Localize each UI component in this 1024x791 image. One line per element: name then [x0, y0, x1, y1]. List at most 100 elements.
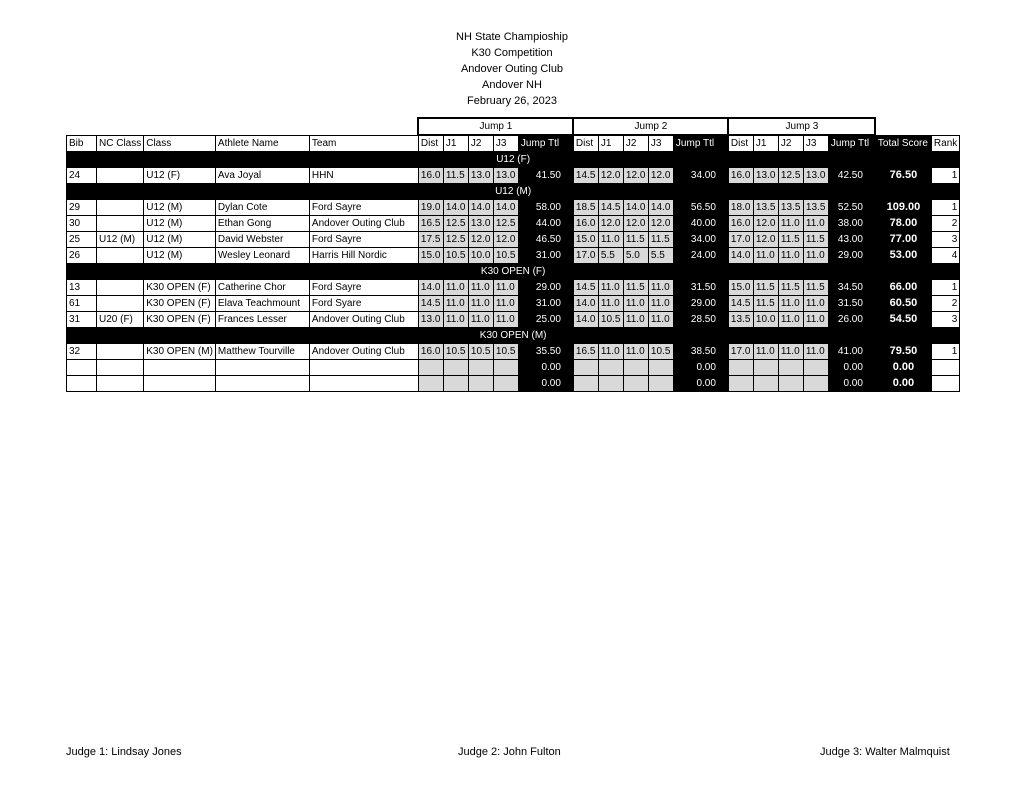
j1-score: 11.0	[597, 279, 624, 296]
jump-total: 29.00	[827, 247, 876, 264]
j1-score: 11.0	[442, 295, 469, 312]
j2-score: 11.5	[622, 231, 649, 248]
total-score: 76.50	[874, 167, 932, 184]
section-label: U12 (F)	[65, 151, 961, 168]
class: K30 OPEN (F)	[143, 295, 216, 312]
bib: 30	[66, 215, 97, 232]
team: Andover Outing Club	[308, 343, 419, 360]
j1-score: 11.0	[597, 295, 624, 312]
dist: 14.5	[727, 295, 754, 312]
j2-score: 11.0	[622, 295, 649, 312]
j2-score: 10.0	[467, 247, 494, 264]
j1-score: 11.0	[752, 247, 779, 264]
jump-total: 0.00	[672, 359, 729, 376]
total-score: 0.00	[874, 375, 932, 392]
judge-3: Judge 3: Walter Malmquist	[820, 746, 950, 758]
j1-score: 12.5	[442, 215, 469, 232]
jump-total: 41.50	[517, 167, 574, 184]
j3-score: 11.5	[647, 231, 674, 248]
jump-total: 29.00	[517, 279, 574, 296]
total-score: 109.00	[874, 199, 932, 216]
j3-score: 11.0	[492, 311, 519, 328]
jump-3-header: Jump 3	[727, 117, 877, 136]
dist: 18.5	[572, 199, 599, 216]
j2-score: 11.0	[467, 295, 494, 312]
column-header-row: Bib NC Class Class Athlete Name Team Dist J1 J2…	[66, 134, 961, 152]
class: U12 (M)	[143, 199, 216, 216]
athlete-name	[214, 375, 310, 392]
judge-1: Judge 1: Lindsay Jones	[66, 746, 182, 758]
jump-total: 0.00	[517, 359, 574, 376]
j1-score: 12.0	[597, 167, 624, 184]
nc-class	[95, 167, 145, 184]
dist: 17.5	[417, 231, 444, 248]
jump-total: 0.00	[827, 359, 876, 376]
class: K30 OPEN (M)	[143, 343, 216, 360]
j2-score: 13.0	[467, 167, 494, 184]
athlete-row: 30 U12 (M) Ethan Gong Andover Outing Club 16…	[66, 215, 961, 232]
j1-score: 11.0	[442, 311, 469, 328]
results-table: Jump 1 Jump 2 Jump 3 Bib NC Class Class Athlet…	[65, 117, 961, 392]
header-nc_class: NC Class	[95, 134, 145, 152]
dist: 17.0	[572, 247, 599, 264]
rank: 2	[930, 295, 961, 312]
j3-score: 13.0	[802, 167, 829, 184]
athlete-row: 13 K30 OPEN (F) Catherine Chor Ford Sayre 14…	[66, 279, 961, 296]
rank: 3	[930, 231, 961, 248]
nc-class	[95, 343, 145, 360]
j1-score: 12.0	[752, 231, 779, 248]
rank: 1	[930, 279, 961, 296]
jump-total: 0.00	[517, 375, 574, 392]
j3-score: 5.5	[647, 247, 674, 264]
header-jump-ttl: Jump Ttl	[672, 134, 729, 152]
jump-total: 0.00	[672, 375, 729, 392]
j2-score: 10.5	[467, 343, 494, 360]
athlete-name: Elava Teachmount	[214, 295, 310, 312]
jump-total: 31.00	[517, 295, 574, 312]
section-header-row: K30 OPEN (F)	[65, 263, 961, 280]
team: Andover Outing Club	[308, 215, 419, 232]
athlete-name: Dylan Cote	[214, 199, 310, 216]
jump-total: 41.00	[827, 343, 876, 360]
j1-score	[597, 375, 624, 392]
j1-score: 11.5	[752, 295, 779, 312]
dist: 16.0	[417, 343, 444, 360]
athlete-row: 31 U20 (F) K30 OPEN (F) Frances Lesser Andov…	[66, 311, 961, 328]
header-j2: J2	[777, 134, 804, 152]
jump-total: 56.50	[672, 199, 729, 216]
rank: 1	[930, 167, 961, 184]
j2-score: 5.0	[622, 247, 649, 264]
nc-class: U20 (F)	[95, 311, 145, 328]
athlete-row: 24 U12 (F) Ava Joyal HHN 16.0 11.5 13.0 13.0 41.…	[66, 167, 961, 184]
header-j1: J1	[597, 134, 624, 152]
dist: 16.0	[417, 167, 444, 184]
dist	[572, 359, 599, 376]
dist	[572, 375, 599, 392]
rank: 4	[930, 247, 961, 264]
bib	[66, 359, 97, 376]
header-j2: J2	[467, 134, 494, 152]
total-score: 66.00	[874, 279, 932, 296]
nc-class	[95, 199, 145, 216]
jump-total: 43.00	[827, 231, 876, 248]
dist: 14.0	[727, 247, 754, 264]
j3-score: 14.0	[492, 199, 519, 216]
dist: 14.0	[572, 295, 599, 312]
j2-score	[622, 375, 649, 392]
j1-score: 11.5	[442, 167, 469, 184]
jump-total: 0.00	[827, 375, 876, 392]
j3-score: 10.5	[492, 343, 519, 360]
bib: 24	[66, 167, 97, 184]
j1-score	[752, 375, 779, 392]
j1-score	[442, 359, 469, 376]
team: Ford Syare	[308, 295, 419, 312]
athlete-name: Catherine Chor	[214, 279, 310, 296]
jump-total: 25.00	[517, 311, 574, 328]
j2-score: 11.5	[622, 279, 649, 296]
nc-class	[95, 279, 145, 296]
athlete-row: 0.00 0.00 0.00 0.00	[66, 359, 961, 376]
j2-score	[777, 375, 804, 392]
j1-score: 10.0	[752, 311, 779, 328]
jump-total: 40.00	[672, 215, 729, 232]
nc-class	[95, 295, 145, 312]
